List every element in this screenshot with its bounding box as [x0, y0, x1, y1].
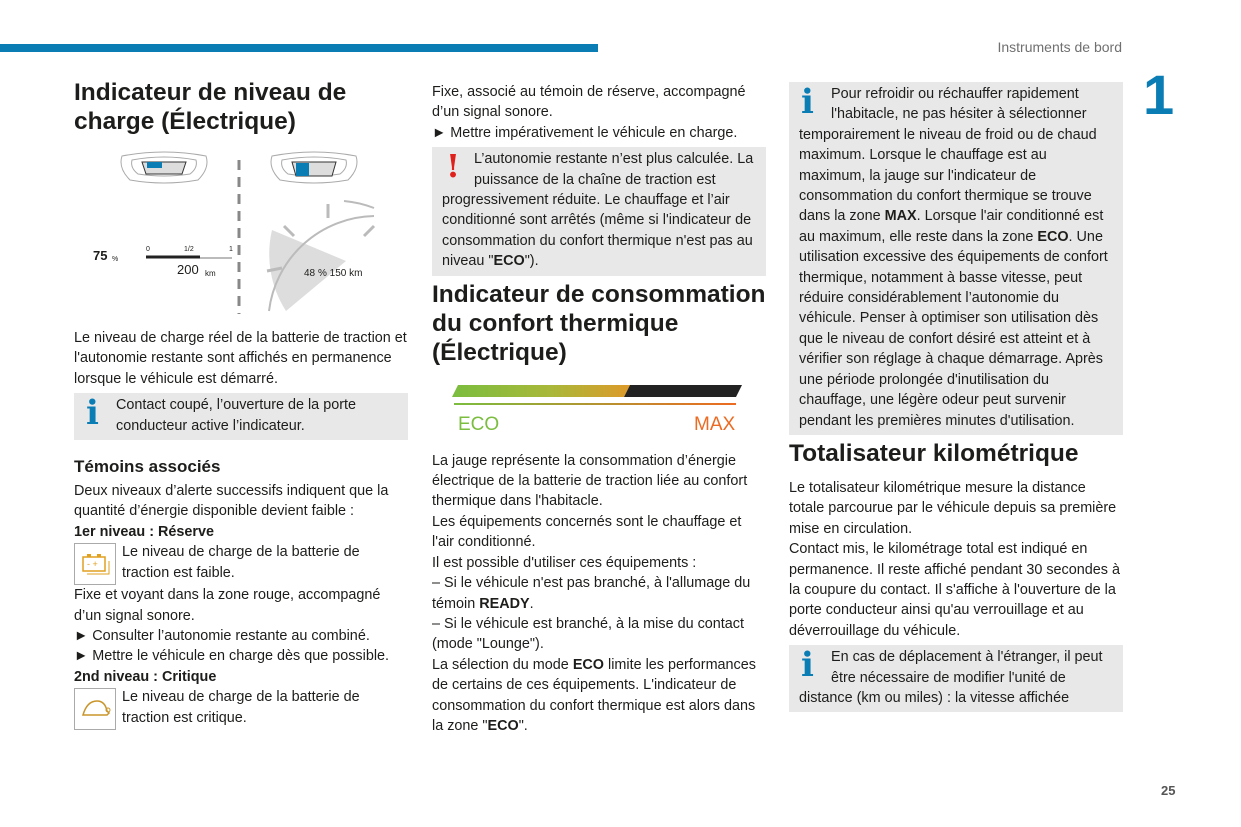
info-icon: i: [801, 82, 814, 122]
section-title: Instruments de bord: [997, 39, 1122, 55]
text-segment: Contact mis, le kilométrage total est in…: [789, 541, 1120, 639]
warning-note: ! L’autonomie restante n’est plus calculé…: [432, 147, 766, 276]
battery-warning-icon: - +: [74, 543, 116, 586]
header-bar: [0, 44, 598, 52]
instrument-cluster-drawing: [120, 151, 376, 314]
charge-indicator-illustration: 75 % 0 1/2 1 200 km 48 % 150 km: [74, 146, 408, 316]
text-segment: Deux niveaux d’alerte successifs indique…: [74, 483, 389, 520]
item-text: Le niveau de charge de la batterie de tr…: [122, 542, 408, 585]
info-icon: i: [86, 393, 99, 434]
paragraph: Les équipements concernés sont le chauff…: [432, 512, 766, 553]
range-unit: km: [205, 269, 216, 278]
paragraph: ► Consulter l’autonomie restante au comb…: [74, 626, 408, 646]
section-heading: Indicateur de niveau de charge (Électriq…: [74, 79, 347, 135]
range-right: % 150 km: [318, 268, 363, 279]
paragraph: – Si le véhicule est branché, à la mise …: [432, 614, 766, 655]
text-segment: limite les performances de certains de c…: [432, 656, 756, 734]
paragraph: 1er niveau : Réserve: [74, 522, 408, 542]
text-segment: Contact coupé, l’ouverture de la porte c…: [116, 397, 356, 434]
bold-text: 2nd niveau : Critique: [74, 668, 217, 685]
text-segment: Les équipements concernés sont le chauff…: [432, 513, 742, 551]
text-segment: ► Mettre le véhicule en charge dès que p…: [74, 648, 390, 665]
bold-text: ECO: [493, 253, 525, 270]
gauge-eco-fill: [452, 384, 630, 397]
svg-text:- +: - +: [87, 559, 98, 569]
paragraph: ► Mettre impérativement le véhicule en c…: [432, 123, 766, 143]
text-segment: . Une utilisation excessive des équipeme…: [799, 228, 1108, 429]
info-note: i En cas de déplacement à l'étranger, il …: [789, 645, 1123, 713]
paragraph: 2nd niveau : Critique: [74, 667, 408, 687]
text-segment: ".: [518, 717, 528, 734]
charge-percent-right: 48: [304, 268, 316, 279]
text-segment: Pour refroidir ou réchauffer rapidement …: [799, 86, 1097, 225]
text-segment: Fixe et voyant dans la zone rouge, accom…: [74, 587, 381, 624]
bold-text: ECO: [487, 717, 519, 734]
text-segment: Le niveau de charge de la batterie de tr…: [122, 544, 360, 581]
paragraph: – Si le véhicule n'est pas branché, à l'…: [432, 573, 766, 614]
column-3: i Pour refroidir ou réchauffer rapidement…: [789, 78, 1123, 716]
paragraph: La jauge représente la consommation d’én…: [432, 451, 766, 512]
info-icon: i: [801, 645, 814, 686]
info-note: i Contact coupé, l’ouverture de la porte …: [74, 393, 408, 441]
exclamation-icon: !: [446, 147, 461, 186]
text-segment: La jauge représente la consommation d’én…: [432, 452, 748, 510]
bold-text: ECO: [1037, 228, 1069, 245]
subheading: Témoins associés: [74, 457, 221, 477]
text-segment: ► Consulter l’autonomie restante au comb…: [74, 628, 370, 645]
section-heading: Indicateur de consommation du confort th…: [432, 280, 766, 366]
column-2: Fixe, associé au témoin de réserve, acco…: [432, 82, 766, 736]
scale-max: 1: [229, 246, 233, 253]
percent-unit: %: [112, 256, 119, 263]
paragraph: Le niveau de charge réel de la batterie …: [74, 328, 408, 389]
item-text: Le niveau de charge de la batterie de tr…: [122, 687, 408, 730]
text-segment: Le niveau de charge réel de la batterie …: [74, 330, 407, 387]
bold-text: MAX: [884, 208, 917, 225]
bold-text: READY: [479, 595, 530, 612]
gauge-remaining: [624, 384, 742, 397]
text-segment: ").: [524, 253, 539, 270]
warning-light-item: - + Le niveau de charge de la batterie de…: [74, 542, 408, 586]
paragraph: Deux niveaux d’alerte successifs indique…: [74, 481, 408, 522]
bold-text: ECO: [572, 656, 604, 673]
gauge-bar: [452, 384, 742, 405]
charge-percent-left: 75: [93, 248, 108, 263]
text-segment: ► Mettre impérativement le véhicule en c…: [432, 124, 738, 141]
info-note: i Pour refroidir ou réchauffer rapidement…: [789, 82, 1123, 435]
text-segment: Le totalisateur kilométrique mesure la d…: [789, 479, 1117, 537]
chapter-number: 1: [1143, 63, 1175, 126]
text-segment: Fixe, associé au témoin de réserve, acco…: [432, 84, 746, 121]
warning-light-item: Le niveau de charge de la batterie de tr…: [74, 687, 408, 731]
page-number: 25: [1161, 783, 1176, 798]
text-segment: Il est possible d'utiliser ces équipemen…: [432, 554, 697, 571]
eco-label: ECO: [458, 413, 500, 435]
scale-half: 1/2: [184, 246, 194, 253]
paragraph: Fixe, associé au témoin de réserve, acco…: [432, 82, 766, 123]
turtle-icon: [74, 688, 116, 731]
paragraph: Il est possible d'utiliser ces équipemen…: [432, 553, 766, 573]
paragraph: Le totalisateur kilométrique mesure la d…: [789, 478, 1123, 539]
text-segment: . Lorsque l'air conditionné est au maxim…: [799, 208, 1104, 245]
max-label: MAX: [694, 413, 736, 435]
text-segment: L’autonomie restante n’est plus calculée…: [442, 151, 754, 270]
text-segment: La sélection du mode: [432, 656, 573, 673]
text-segment: Le niveau de charge de la batterie de tr…: [122, 689, 360, 726]
range-value: 200: [177, 262, 199, 277]
scale-min: 0: [146, 246, 150, 253]
text-segment: .: [529, 595, 534, 612]
bold-text: 1er niveau : Réserve: [74, 523, 214, 540]
paragraph: Contact mis, le kilométrage total est in…: [789, 539, 1123, 641]
paragraph: La sélection du mode ECO limite les perf…: [432, 655, 766, 737]
paragraph: Fixe et voyant dans la zone rouge, accom…: [74, 585, 408, 626]
column-1: Indicateur de niveau de charge (Électriq…: [74, 78, 408, 731]
section-heading: Totalisateur kilométrique: [789, 439, 1079, 467]
text-segment: En cas de déplacement à l'étranger, il p…: [799, 649, 1103, 706]
text-segment: – Si le véhicule n'est pas branché, à l'…: [432, 575, 751, 612]
text-segment: – Si le véhicule est branché, à la mise …: [432, 615, 744, 653]
paragraph: ► Mettre le véhicule en charge dès que p…: [74, 646, 408, 666]
thermal-comfort-gauge: ECO MAX: [432, 377, 766, 439]
